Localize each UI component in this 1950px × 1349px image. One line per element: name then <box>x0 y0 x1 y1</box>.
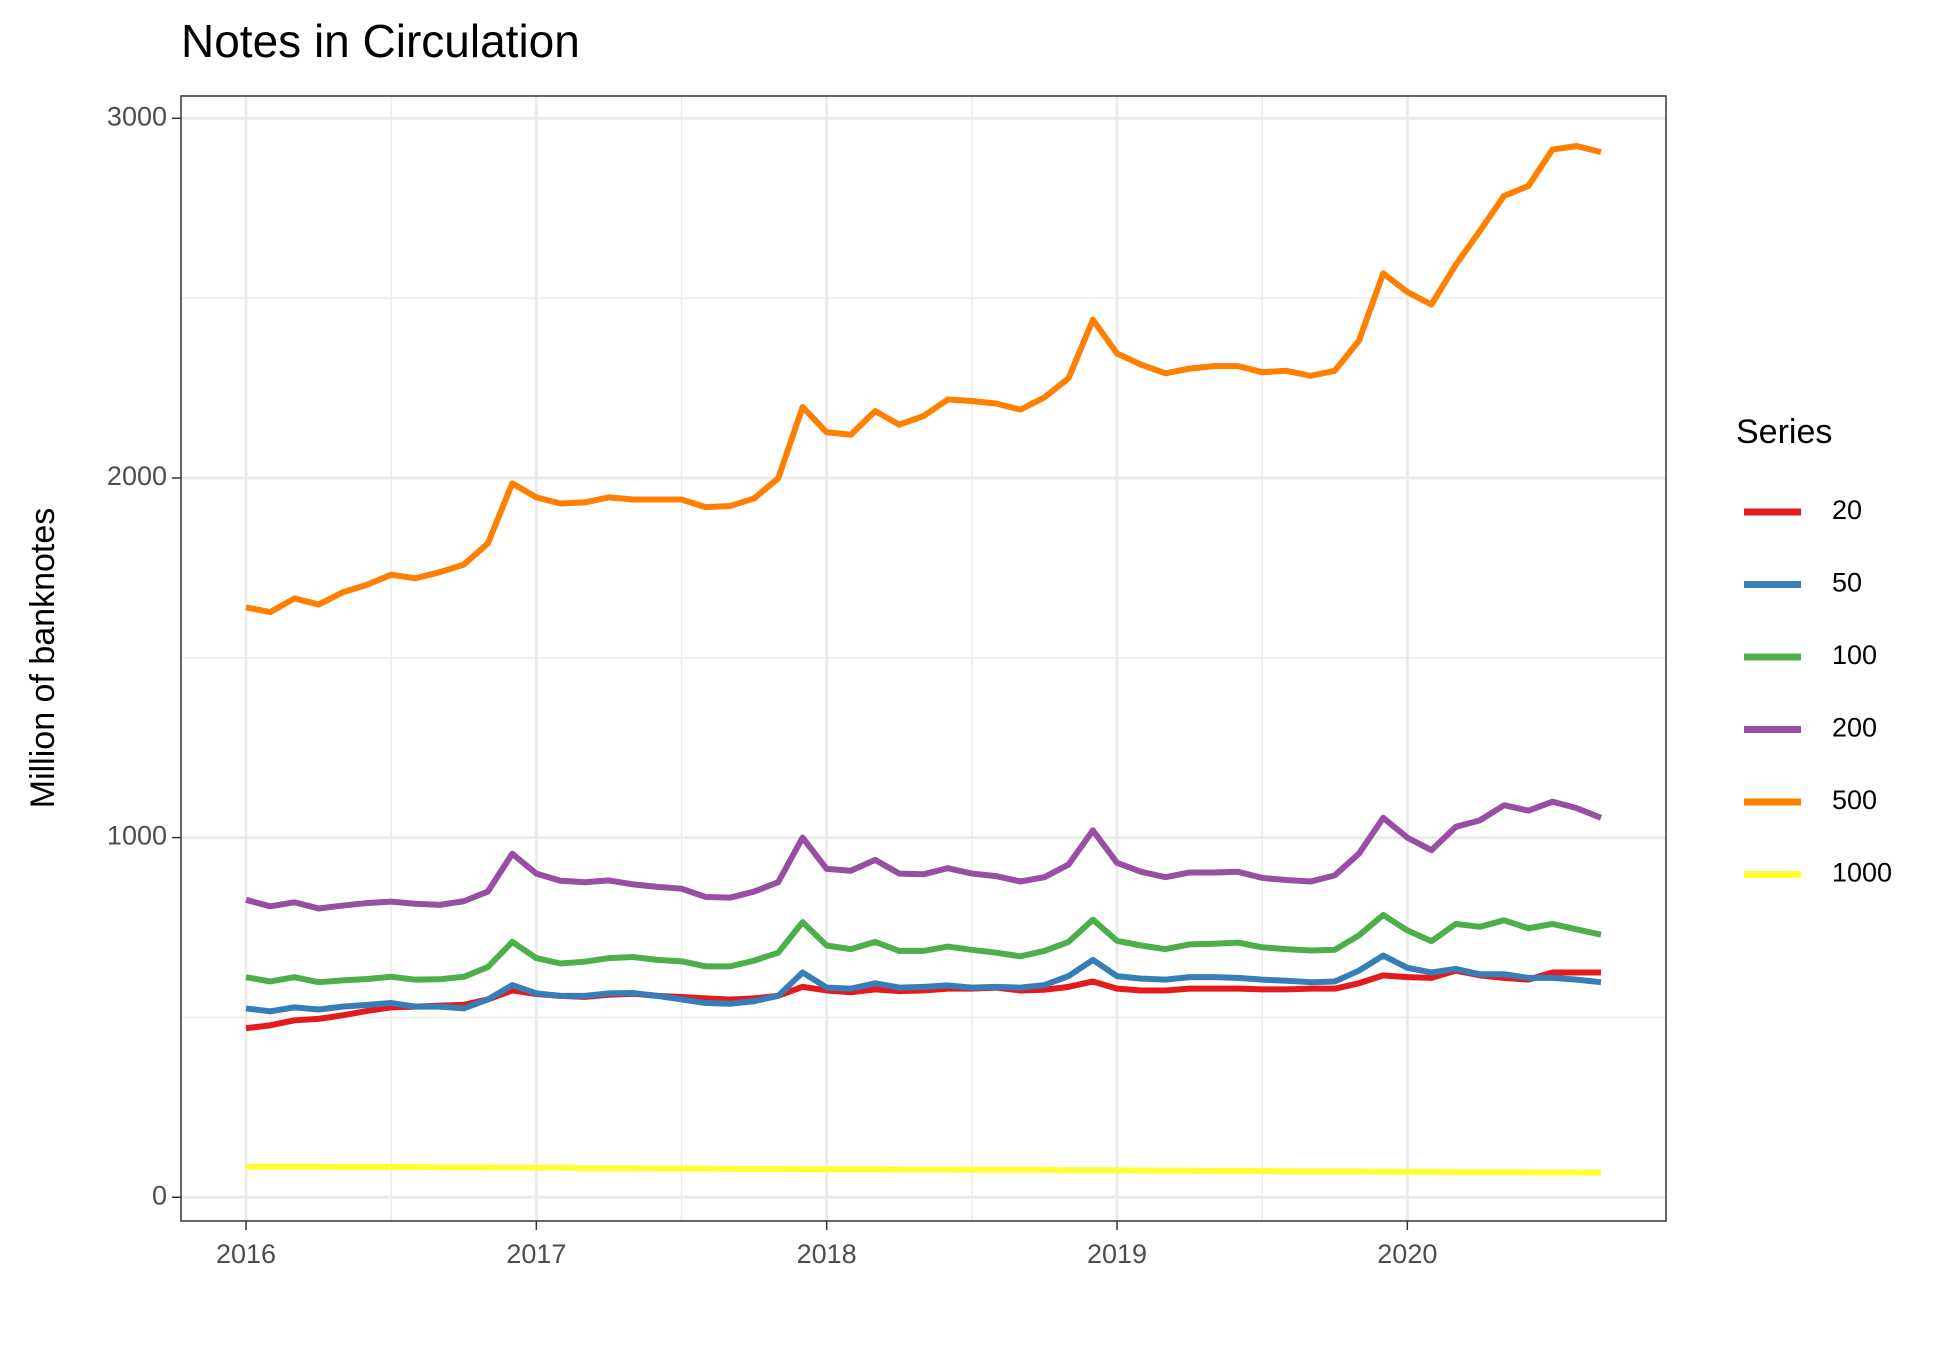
line-series <box>245 142 1602 616</box>
line-series <box>245 911 1602 986</box>
legend-label: 20 <box>1832 495 1862 525</box>
legend-label: 50 <box>1832 568 1862 598</box>
plot-border <box>180 95 1667 1222</box>
line-series <box>245 952 1602 1015</box>
y-tick-label: 3000 <box>107 101 167 131</box>
x-tick-label: 2020 <box>1377 1239 1437 1269</box>
legend-label: 1000 <box>1832 858 1892 888</box>
y-tick-label: 2000 <box>107 461 167 491</box>
x-tick-label: 2017 <box>506 1239 566 1269</box>
y-tick-label: 1000 <box>107 821 167 851</box>
y-axis-title: Million of banknotes <box>24 508 62 809</box>
chart-title: Notes in Circulation <box>181 15 580 67</box>
line-series <box>246 1163 1602 1176</box>
line-series <box>245 798 1603 912</box>
y-tick-label: 0 <box>152 1180 167 1210</box>
x-tick-label: 2018 <box>797 1239 857 1269</box>
legend-label: 200 <box>1832 713 1877 743</box>
legend-label: 500 <box>1832 785 1877 815</box>
x-tick-label: 2016 <box>216 1239 276 1269</box>
legend-title: Series <box>1736 413 1832 451</box>
x-tick-label: 2019 <box>1087 1239 1147 1269</box>
legend-label: 100 <box>1832 640 1877 670</box>
